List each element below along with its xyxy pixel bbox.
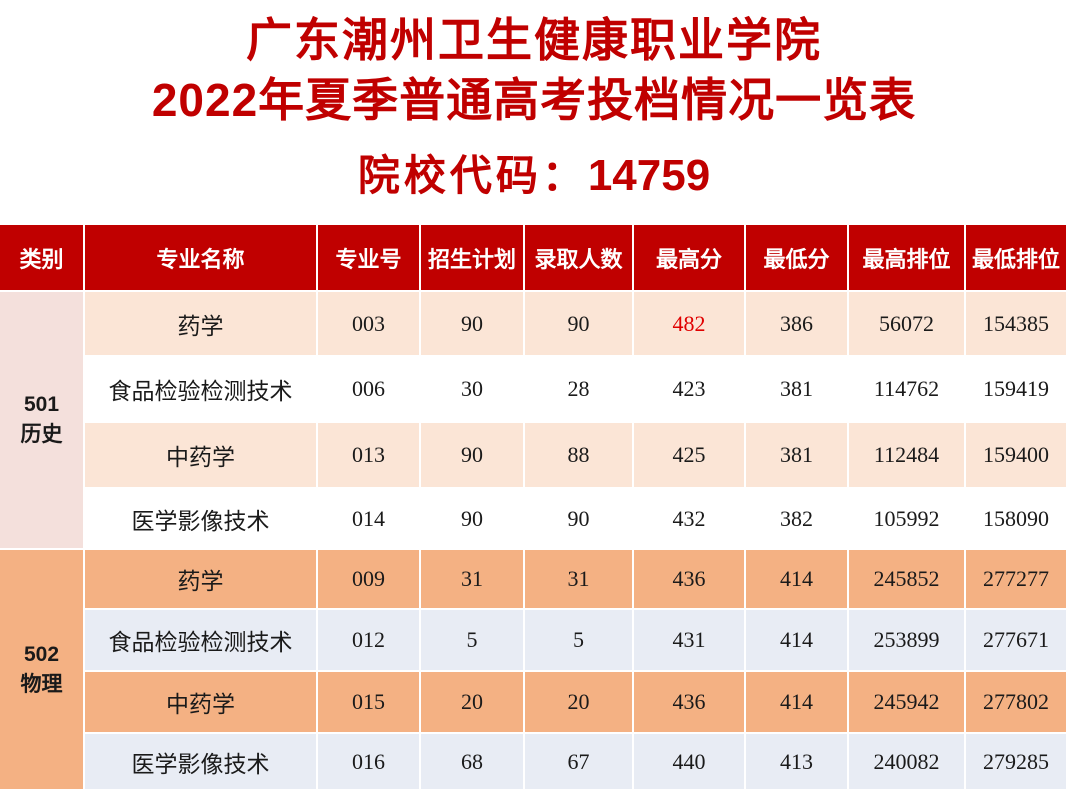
major-number-cell: 015	[318, 670, 421, 732]
header-enrollment-plan: 招生计划	[421, 225, 525, 290]
enrollment-plan-cell: 30	[421, 355, 525, 421]
max-rank-cell: 105992	[849, 487, 966, 548]
min-rank-cell: 154385	[966, 290, 1068, 355]
major-number-cell: 012	[318, 608, 421, 670]
category-code: 501	[23, 393, 60, 416]
min-rank-cell: 159400	[966, 421, 1068, 487]
major-name-cell: 药学	[85, 548, 318, 608]
header-admitted-count: 录取人数	[525, 225, 634, 290]
max-rank-cell: 253899	[849, 608, 966, 670]
major-number-cell: 014	[318, 487, 421, 548]
min-rank-cell: 277671	[966, 608, 1068, 670]
max-rank-cell: 112484	[849, 421, 966, 487]
admitted-count-cell: 20	[525, 670, 634, 732]
admitted-count-cell: 28	[525, 355, 634, 421]
header-max-score: 最高分	[634, 225, 746, 290]
admitted-count-cell: 88	[525, 421, 634, 487]
category-subject: 历史	[20, 423, 63, 446]
table-header-row: 类别 专业名称 专业号 招生计划 录取人数 最高分 最低分 最高排位 最低排位	[0, 225, 1068, 290]
admitted-count-cell: 31	[525, 548, 634, 608]
max-rank-cell: 240082	[849, 732, 966, 789]
max-score-cell: 431	[634, 608, 746, 670]
school-code-value: 14759	[587, 151, 711, 200]
category-subject: 物理	[20, 672, 63, 696]
min-rank-cell: 159419	[966, 355, 1068, 421]
major-number-cell: 009	[318, 548, 421, 608]
header-major-name: 专业名称	[85, 225, 318, 290]
header-major-number: 专业号	[318, 225, 421, 290]
category-group: 501 历史 药学 003 90 90 482 386 56072 154385 食品检验检测技术 0…	[0, 290, 1068, 548]
max-score-cell: 432	[634, 487, 746, 548]
min-rank-cell: 279285	[966, 732, 1068, 789]
max-score-cell: 425	[634, 421, 746, 487]
header-max-rank: 最高排位	[849, 225, 966, 290]
enrollment-plan-cell: 20	[421, 670, 525, 732]
min-score-cell: 413	[746, 732, 849, 789]
category-cell: 502 物理	[0, 548, 85, 789]
min-score-cell: 414	[746, 548, 849, 608]
enrollment-plan-cell: 31	[421, 548, 525, 608]
min-rank-cell: 277802	[966, 670, 1068, 732]
enrollment-plan-cell: 90	[421, 487, 525, 548]
min-rank-cell: 158090	[966, 487, 1068, 548]
category-group: 502 物理 药学 009 31 31 436 414 245852 277277 食品检验检测技术…	[0, 548, 1068, 789]
page-title-report: 2022年夏季普通高考投档情况一览表	[151, 74, 917, 126]
max-rank-cell: 56072	[849, 290, 966, 355]
school-code-line: 院校代码：14759	[0, 148, 1068, 214]
header-min-rank: 最低排位	[966, 225, 1068, 290]
admitted-count-cell: 5	[525, 608, 634, 670]
enrollment-plan-cell: 90	[421, 290, 525, 355]
category-code: 502	[23, 642, 60, 666]
min-score-cell: 382	[746, 487, 849, 548]
admission-table: 类别 专业名称 专业号 招生计划 录取人数 最高分 最低分 最高排位 最低排位 501 历史 药学 00…	[0, 225, 1068, 789]
major-number-cell: 003	[318, 290, 421, 355]
admitted-count-cell: 90	[525, 290, 634, 355]
admitted-count-cell: 67	[525, 732, 634, 789]
major-name-cell: 医学影像技术	[85, 487, 318, 548]
max-score-cell: 436	[634, 548, 746, 608]
max-score-cell: 482	[634, 290, 746, 355]
major-number-cell: 016	[318, 732, 421, 789]
max-rank-cell: 245942	[849, 670, 966, 732]
min-rank-cell: 277277	[966, 548, 1068, 608]
major-name-cell: 中药学	[85, 670, 318, 732]
max-rank-cell: 245852	[849, 548, 966, 608]
major-name-cell: 药学	[85, 290, 318, 355]
major-number-cell: 006	[318, 355, 421, 421]
major-name-cell: 食品检验检测技术	[85, 608, 318, 670]
max-rank-cell: 114762	[849, 355, 966, 421]
major-name-cell: 中药学	[85, 421, 318, 487]
min-score-cell: 381	[746, 355, 849, 421]
school-code-label: 院校代码：	[357, 151, 588, 200]
min-score-cell: 386	[746, 290, 849, 355]
max-score-cell: 436	[634, 670, 746, 732]
max-score-cell: 440	[634, 732, 746, 789]
min-score-cell: 414	[746, 670, 849, 732]
max-score-cell: 423	[634, 355, 746, 421]
enrollment-plan-cell: 90	[421, 421, 525, 487]
enrollment-plan-cell: 5	[421, 608, 525, 670]
header-min-score: 最低分	[746, 225, 849, 290]
category-cell: 501 历史	[0, 290, 85, 548]
min-score-cell: 414	[746, 608, 849, 670]
major-name-cell: 食品检验检测技术	[85, 355, 318, 421]
admitted-count-cell: 90	[525, 487, 634, 548]
min-score-cell: 381	[746, 421, 849, 487]
enrollment-plan-cell: 68	[421, 732, 525, 789]
header-category: 类别	[0, 225, 85, 290]
page-title-school: 广东潮州卫生健康职业学院	[246, 14, 822, 66]
major-number-cell: 013	[318, 421, 421, 487]
major-name-cell: 医学影像技术	[85, 732, 318, 789]
